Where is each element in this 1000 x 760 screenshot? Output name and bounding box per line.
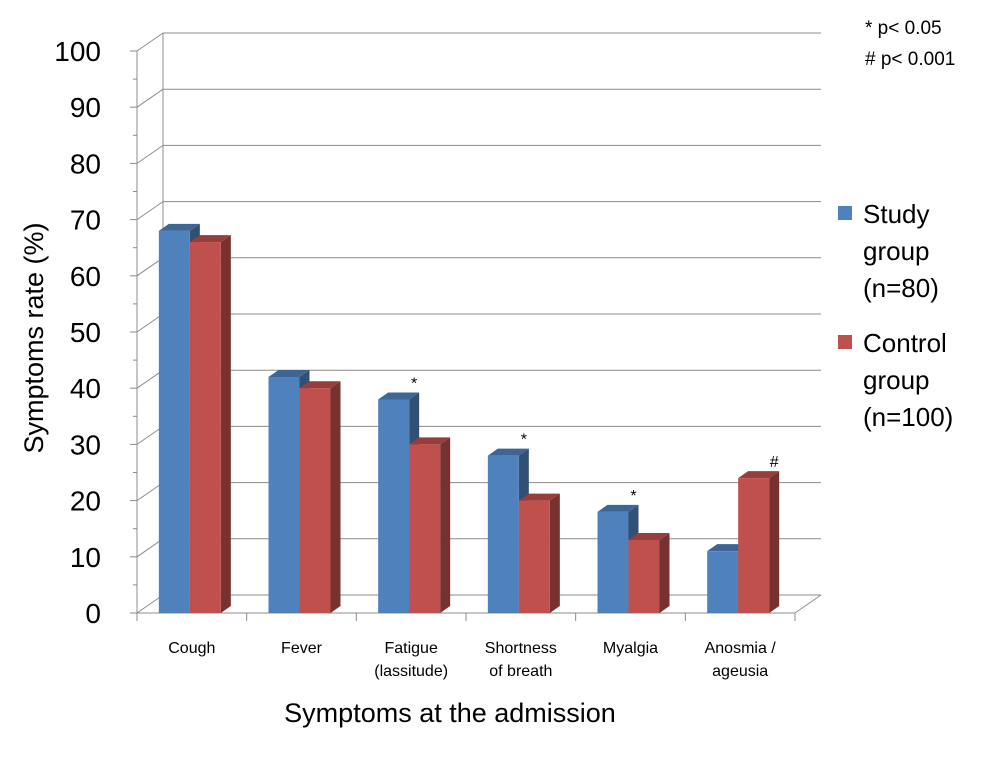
bar-study bbox=[268, 376, 300, 613]
significance-note-p005: * p< 0.05 bbox=[865, 18, 942, 39]
bar-top bbox=[158, 223, 200, 231]
bar-top bbox=[597, 504, 639, 512]
gridline-diagonal bbox=[136, 482, 164, 502]
gridline-diagonal bbox=[136, 32, 164, 52]
bar-study bbox=[707, 551, 739, 613]
y-axis-title: Symptoms rate (%) bbox=[19, 222, 49, 453]
x-tick-label: Cough bbox=[168, 640, 215, 657]
legend-label-study: Study group (n=80) bbox=[863, 196, 983, 307]
bar-study bbox=[158, 230, 190, 613]
x-tick-label: (lassitude) bbox=[374, 663, 448, 680]
legend-label-line: (n=80) bbox=[863, 273, 939, 303]
bar-study bbox=[597, 511, 629, 613]
legend-label-line: Study bbox=[863, 199, 930, 229]
y-tick-label: 70 bbox=[70, 205, 101, 236]
bar-control bbox=[409, 444, 441, 613]
y-tick-label: 60 bbox=[70, 261, 101, 292]
bar-top bbox=[628, 532, 670, 540]
bar-top bbox=[487, 448, 529, 456]
bar-top bbox=[409, 437, 451, 445]
significance-marker: * bbox=[630, 488, 636, 505]
legend-label-line: (n=100) bbox=[863, 402, 954, 432]
y-tick-label: 40 bbox=[70, 373, 101, 404]
bar-study bbox=[487, 455, 519, 613]
bar-side bbox=[769, 471, 780, 613]
y-tick-label: 50 bbox=[70, 317, 101, 348]
bar-top bbox=[707, 544, 749, 552]
y-tick-label: 20 bbox=[70, 486, 101, 517]
y-tick-label: 80 bbox=[70, 148, 101, 179]
bar-side bbox=[220, 235, 231, 613]
bar-side bbox=[440, 437, 451, 613]
x-tick-label: Anosmia / bbox=[705, 640, 777, 657]
legend-label-line: group bbox=[863, 236, 930, 266]
gridline-diagonal bbox=[136, 88, 164, 108]
y-tick-label: 100 bbox=[54, 36, 101, 67]
x-axis-title: Symptoms at the admission bbox=[284, 698, 616, 728]
y-tick-label: 30 bbox=[70, 429, 101, 460]
bar-side bbox=[549, 493, 560, 613]
bar-top bbox=[738, 471, 780, 479]
gridline-diagonal bbox=[136, 144, 164, 164]
legend-label-line: group bbox=[863, 365, 930, 395]
gridline-diagonal bbox=[136, 201, 164, 221]
bar-control bbox=[628, 539, 660, 613]
bar-top bbox=[378, 392, 420, 400]
significance-marker: * bbox=[521, 432, 527, 449]
bar-top bbox=[299, 381, 341, 389]
bar-top bbox=[518, 493, 560, 501]
bar-side bbox=[659, 532, 670, 613]
x-tick-label: of breath bbox=[489, 663, 552, 680]
floor-left-edge bbox=[136, 594, 164, 614]
floor-right-edge bbox=[794, 594, 822, 614]
legend-label-control: Control group (n=100) bbox=[863, 325, 983, 436]
bar-top bbox=[189, 235, 231, 243]
x-tick-label: Myalgia bbox=[603, 640, 658, 657]
bar-control bbox=[189, 242, 221, 613]
bar-side bbox=[330, 381, 341, 613]
gridline-diagonal bbox=[136, 425, 164, 445]
gridline-diagonal bbox=[136, 538, 164, 558]
legend-entry-control-group: Control group (n=100) bbox=[838, 325, 983, 436]
significance-note-p0001: # p< 0.001 bbox=[865, 49, 956, 70]
significance-marker: # bbox=[770, 454, 779, 471]
legend: Study group (n=80) Control group (n=100) bbox=[838, 196, 983, 454]
y-tick-label: 10 bbox=[70, 542, 101, 573]
bar-study bbox=[378, 399, 410, 613]
bar-control bbox=[299, 388, 331, 613]
legend-label-line: Control bbox=[863, 328, 947, 358]
x-tick-label: Fever bbox=[281, 640, 323, 657]
x-tick-label: Fatigue bbox=[384, 640, 437, 657]
gridline-diagonal bbox=[136, 257, 164, 277]
bar-control bbox=[518, 500, 550, 613]
legend-swatch-study bbox=[838, 206, 852, 220]
y-tick-label: 0 bbox=[85, 598, 101, 629]
y-tick-label: 90 bbox=[70, 92, 101, 123]
legend-swatch-control bbox=[838, 335, 852, 349]
bar-top bbox=[268, 369, 310, 377]
gridline-diagonal bbox=[136, 369, 164, 389]
significance-marker: * bbox=[411, 375, 417, 392]
x-tick-label: Shortness bbox=[485, 640, 557, 657]
bar-control bbox=[738, 478, 770, 613]
gridline-diagonal bbox=[136, 313, 164, 333]
x-tick-label: ageusia bbox=[712, 663, 768, 680]
legend-entry-study-group: Study group (n=80) bbox=[838, 196, 983, 307]
